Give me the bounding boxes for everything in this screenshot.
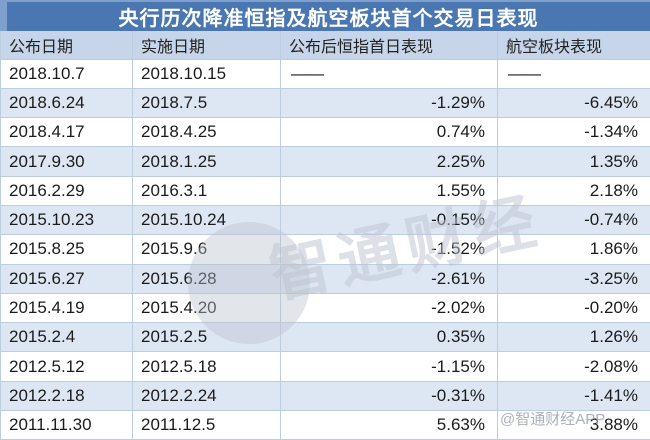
column-header: 实施日期	[132, 31, 281, 60]
date-cell: 2012.5.18	[132, 351, 281, 382]
date-cell: 2015.10.23	[0, 205, 133, 236]
date-cell: 2015.4.19	[0, 293, 133, 324]
performance-cell: -2.02%	[280, 293, 498, 324]
table-row: 2012.5.12 2012.5.18 -1.15% -2.08%	[0, 351, 650, 382]
performance-cell: 2.25%	[280, 146, 498, 177]
table-row: 2016.2.29 2016.3.1 1.55% 2.18%	[0, 176, 650, 206]
table-row: 2012.2.18 2012.2.24 -0.31% -1.41%	[0, 381, 650, 412]
column-header: 航空板块表现	[497, 31, 650, 60]
date-cell: 2018.6.24	[0, 88, 133, 119]
rrr-cut-performance-table: 公布日期 实施日期 公布后恒指首日表现 航空板块表现 2018.10.7 2018.10…	[0, 31, 650, 440]
performance-cell: 5.63%	[280, 410, 498, 440]
date-cell: 2015.8.25	[0, 234, 133, 265]
date-cell: 2018.7.5	[132, 88, 281, 119]
date-cell: 2012.2.18	[0, 381, 133, 412]
table-header-row: 公布日期 实施日期 公布后恒指首日表现 航空板块表现	[0, 31, 650, 60]
date-cell: 2015.9.6	[132, 234, 281, 265]
table-row: 2015.2.4 2015.2.5 0.35% 1.26%	[0, 322, 650, 353]
table-row: 2015.10.23 2015.10.24 -0.15% -0.74%	[0, 205, 650, 236]
performance-cell: -1.15%	[280, 351, 498, 382]
table-row: 2018.4.17 2018.4.25 0.74% -1.34%	[0, 117, 650, 148]
table-title: 央行历次降准恒指及航空板块首个交易日表现	[0, 0, 650, 31]
performance-cell: -1.29%	[280, 88, 498, 119]
date-cell: 2018.4.25	[132, 117, 281, 148]
performance-cell: -0.31%	[280, 381, 498, 412]
performance-cell: 0.74%	[280, 117, 498, 148]
date-cell: 2016.3.1	[132, 176, 281, 206]
performance-cell: -1.34%	[497, 117, 650, 148]
performance-cell: -6.45%	[497, 88, 650, 119]
table-body: 2018.10.7 2018.10.15 —— —— 2018.6.24 2018.7.5…	[0, 59, 650, 440]
performance-cell: -0.74%	[497, 205, 650, 236]
date-cell: 2015.2.4	[0, 322, 133, 353]
date-cell: 2018.1.25	[132, 146, 281, 177]
date-cell: 2018.10.15	[132, 59, 281, 89]
performance-cell: ——	[497, 59, 650, 89]
table-row: 2018.6.24 2018.7.5 -1.29% -6.45%	[0, 88, 650, 119]
date-cell: 2015.4.20	[132, 293, 281, 324]
performance-cell: 1.86%	[497, 234, 650, 265]
performance-cell: 2.18%	[497, 176, 650, 206]
performance-cell: 3.88%	[497, 410, 650, 440]
performance-cell: -1.52%	[280, 234, 498, 265]
performance-cell: -0.15%	[280, 205, 498, 236]
date-cell: 2015.10.24	[132, 205, 281, 236]
date-cell: 2015.6.27	[0, 264, 133, 294]
date-cell: 2016.2.29	[0, 176, 133, 206]
table-title-text: 央行历次降准恒指及航空板块首个交易日表现	[118, 8, 539, 30]
column-header: 公布后恒指首日表现	[280, 31, 498, 60]
performance-cell: -3.25%	[497, 264, 650, 294]
table-row: 2011.11.30 2011.12.5 5.63% 3.88%	[0, 410, 650, 440]
column-header: 公布日期	[0, 31, 133, 60]
performance-cell: ——	[280, 59, 498, 89]
performance-cell: -0.20%	[497, 293, 650, 324]
performance-cell: 0.35%	[280, 322, 498, 353]
table-row: 2015.6.27 2015.6.28 -2.61% -3.25%	[0, 264, 650, 294]
performance-cell: -2.08%	[497, 351, 650, 382]
performance-cell: -2.61%	[280, 264, 498, 294]
table-row: 2015.4.19 2015.4.20 -2.02% -0.20%	[0, 293, 650, 324]
performance-cell: 1.35%	[497, 146, 650, 177]
performance-cell: -1.41%	[497, 381, 650, 412]
date-cell: 2012.5.12	[0, 351, 133, 382]
table-row: 2015.8.25 2015.9.6 -1.52% 1.86%	[0, 234, 650, 265]
performance-cell: 1.26%	[497, 322, 650, 353]
table-row: 2018.10.7 2018.10.15 —— ——	[0, 59, 650, 89]
date-cell: 2011.12.5	[132, 410, 281, 440]
table-row: 2017.9.30 2018.1.25 2.25% 1.35%	[0, 146, 650, 177]
performance-cell: 1.55%	[280, 176, 498, 206]
date-cell: 2018.10.7	[0, 59, 133, 89]
date-cell: 2012.2.24	[132, 381, 281, 412]
date-cell: 2015.6.28	[132, 264, 281, 294]
date-cell: 2011.11.30	[0, 410, 133, 440]
date-cell: 2015.2.5	[132, 322, 281, 353]
date-cell: 2018.4.17	[0, 117, 133, 148]
date-cell: 2017.9.30	[0, 146, 133, 177]
